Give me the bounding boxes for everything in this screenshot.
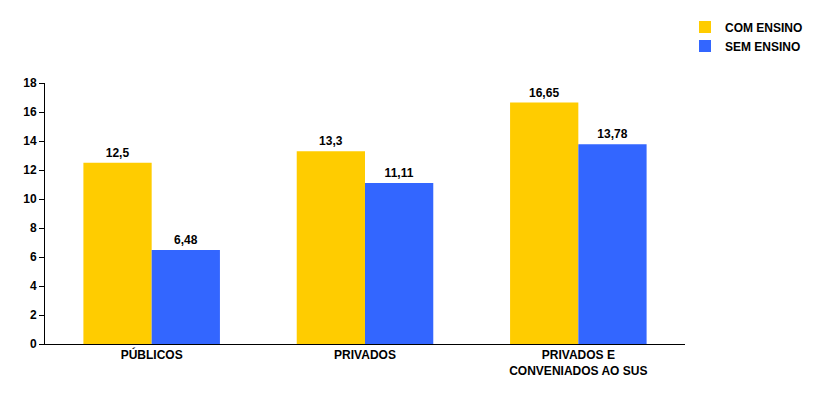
svg-text:16,65: 16,65 (529, 86, 559, 100)
svg-text:6: 6 (30, 250, 37, 264)
svg-text:13,3: 13,3 (319, 134, 343, 148)
svg-text:14: 14 (23, 134, 37, 148)
svg-text:18: 18 (23, 76, 37, 90)
svg-text:2: 2 (30, 308, 37, 322)
svg-text:0: 0 (30, 337, 37, 351)
svg-text:8: 8 (30, 221, 37, 235)
svg-text:12,5: 12,5 (106, 146, 130, 160)
svg-text:4: 4 (30, 279, 37, 293)
svg-text:PÚBLICOS: PÚBLICOS (121, 347, 183, 362)
svg-text:PRIVADOS ECONVENIADOS AO SUS: PRIVADOS ECONVENIADOS AO SUS (509, 348, 647, 378)
svg-text:COM ENSINO: COM ENSINO (725, 21, 802, 35)
svg-text:SEM ENSINO: SEM ENSINO (725, 40, 800, 54)
svg-text:6,48: 6,48 (174, 233, 198, 247)
svg-text:PRIVADOS: PRIVADOS (334, 348, 396, 362)
svg-text:11,11: 11,11 (385, 166, 414, 180)
svg-text:13,78: 13,78 (597, 127, 627, 141)
svg-text:16: 16 (23, 105, 37, 119)
svg-text:12: 12 (23, 163, 37, 177)
svg-text:10: 10 (23, 192, 37, 206)
